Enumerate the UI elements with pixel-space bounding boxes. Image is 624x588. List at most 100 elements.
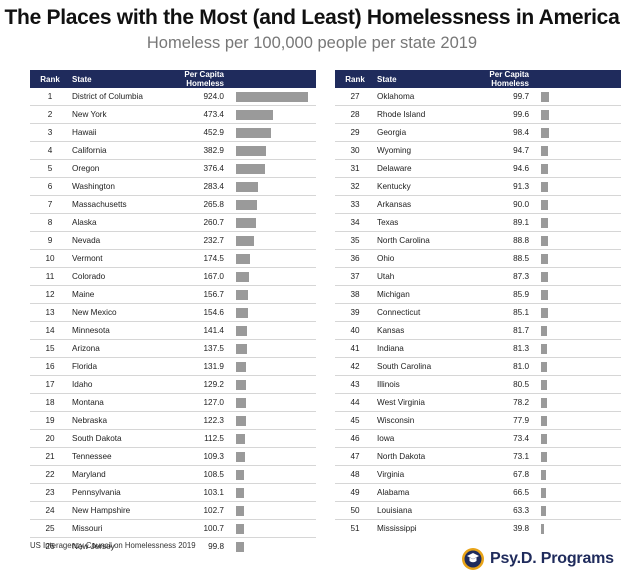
state-cell: South Dakota (70, 429, 148, 448)
value-cell: 77.9 (453, 411, 539, 430)
table-row: 10 Vermont 174.5 (30, 249, 316, 268)
bar-cell (234, 177, 316, 196)
bar-cell (539, 447, 621, 466)
table-header-row: Rank State Per Capita Homeless (30, 70, 316, 88)
value-bar (236, 181, 258, 192)
bar-cell (234, 465, 316, 484)
bar-cell (234, 123, 316, 142)
rank-cell: 25 (30, 519, 70, 538)
rank-cell: 18 (30, 393, 70, 412)
table-row: 4 California 382.9 (30, 141, 316, 160)
bar-cell (234, 195, 316, 214)
rank-cell: 1 (30, 88, 70, 106)
state-cell: Minnesota (70, 321, 148, 340)
state-cell: Louisiana (375, 501, 453, 520)
state-cell: West Virginia (375, 393, 453, 412)
bar-cell (539, 520, 621, 538)
rank-cell: 29 (335, 123, 375, 142)
value-cell: 87.3 (453, 267, 539, 286)
table-row: 29 Georgia 98.4 (335, 123, 621, 142)
value-cell: 260.7 (148, 213, 234, 232)
table-row: 5 Oregon 376.4 (30, 159, 316, 178)
state-cell: New Mexico (70, 303, 148, 322)
rank-cell: 4 (30, 141, 70, 160)
rank-cell: 28 (335, 105, 375, 124)
value-cell: 127.0 (148, 393, 234, 412)
value-cell: 129.2 (148, 375, 234, 394)
table-row: 40 Kansas 81.7 (335, 321, 621, 340)
bar-cell (234, 501, 316, 520)
rank-cell: 49 (335, 483, 375, 502)
bar-cell (539, 429, 621, 448)
value-cell: 66.5 (453, 483, 539, 502)
value-cell: 102.7 (148, 501, 234, 520)
state-cell: South Carolina (375, 357, 453, 376)
bar-cell (539, 159, 621, 178)
state-cell: Delaware (375, 159, 453, 178)
state-cell: New Hampshire (70, 501, 148, 520)
rank-cell: 10 (30, 249, 70, 268)
state-cell: Kansas (375, 321, 453, 340)
value-cell: 85.1 (453, 303, 539, 322)
column-header-state: State (375, 70, 453, 88)
table-row: 21 Tennessee 109.3 (30, 447, 316, 466)
value-bar (236, 109, 273, 120)
bar-cell (539, 141, 621, 160)
table-row: 33 Arkansas 90.0 (335, 195, 621, 214)
bar-cell (234, 321, 316, 340)
value-cell: 924.0 (148, 88, 234, 106)
value-bar (541, 253, 548, 264)
value-cell: 99.6 (453, 105, 539, 124)
table-row: 2 New York 473.4 (30, 105, 316, 124)
value-bar (541, 343, 547, 354)
column-header-rank: Rank (335, 70, 375, 88)
value-cell: 141.4 (148, 321, 234, 340)
rank-cell: 5 (30, 159, 70, 178)
rank-cell: 19 (30, 411, 70, 430)
table-body-left: 1 District of Columbia 924.0 2 New York 473.4… (30, 88, 316, 555)
state-cell: Nevada (70, 231, 148, 250)
bar-cell (234, 159, 316, 178)
table-row: 1 District of Columbia 924.0 (30, 88, 316, 106)
bar-cell (539, 483, 621, 502)
state-cell: Rhode Island (375, 105, 453, 124)
state-cell: Kentucky (375, 177, 453, 196)
state-cell: Maine (70, 285, 148, 304)
bar-cell (234, 483, 316, 502)
table-row: 24 New Hampshire 102.7 (30, 501, 316, 520)
rank-cell: 43 (335, 375, 375, 394)
bar-cell (234, 375, 316, 394)
bar-cell (539, 195, 621, 214)
bar-cell (234, 285, 316, 304)
value-bar (541, 163, 548, 174)
table-row: 11 Colorado 167.0 (30, 267, 316, 286)
brand-name: Psy.D. Programs (490, 550, 614, 567)
rank-cell: 31 (335, 159, 375, 178)
value-cell: 81.0 (453, 357, 539, 376)
bar-cell (234, 231, 316, 250)
table-row: 3 Hawaii 452.9 (30, 123, 316, 142)
column-header-bar (234, 70, 316, 88)
bar-cell (234, 213, 316, 232)
value-cell: 108.5 (148, 465, 234, 484)
value-cell: 39.8 (513, 524, 529, 533)
ranking-table-left: Rank State Per Capita Homeless 1 District… (30, 70, 316, 555)
table-row: 34 Texas 89.1 (335, 213, 621, 232)
value-bar (236, 415, 246, 426)
table-row: 6 Washington 283.4 (30, 177, 316, 196)
bar-cell (539, 267, 621, 286)
table-row: 9 Nevada 232.7 (30, 231, 316, 250)
value-bar (236, 433, 245, 444)
value-bar (541, 325, 547, 336)
table-row: 25 Missouri 100.7 (30, 519, 316, 538)
rank-cell: 32 (335, 177, 375, 196)
table-row: 32 Kentucky 91.3 (335, 177, 621, 196)
rank-cell: 30 (335, 141, 375, 160)
state-cell: Montana (70, 393, 148, 412)
value-bar (541, 235, 548, 246)
value-cell: 90.0 (453, 195, 539, 214)
table-row: 12 Maine 156.7 (30, 285, 316, 304)
rank-cell: 13 (30, 303, 70, 322)
page-subtitle: Homeless per 100,000 people per state 20… (146, 34, 478, 52)
state-cell: Vermont (70, 249, 148, 268)
